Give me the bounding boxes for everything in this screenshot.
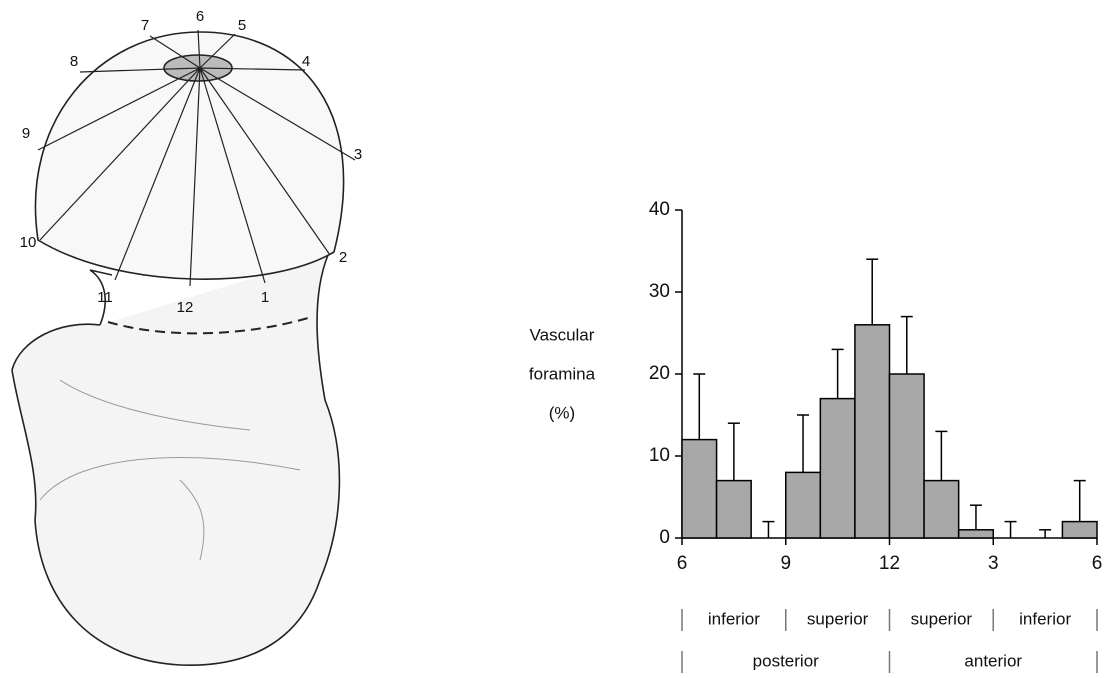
y-tick-label: 20: [649, 363, 670, 384]
bar: [717, 481, 752, 538]
side-label: anterior: [964, 651, 1022, 670]
x-tick-label: 9: [780, 553, 791, 574]
bar: [820, 399, 855, 538]
clock-label: 7: [141, 17, 149, 34]
bar: [855, 325, 890, 538]
clock-label: 4: [302, 53, 310, 70]
y-axis-label: foramina: [529, 364, 596, 383]
x-tick-label: 6: [677, 553, 688, 574]
clock-label: 8: [70, 53, 78, 70]
side-label: posterior: [753, 651, 819, 670]
bar: [1062, 522, 1097, 538]
chart: 0 10 20 30 40 6 9 12 3 6 Vascular foramina (%) inferi…: [529, 199, 1102, 673]
bar: [924, 481, 959, 538]
clock-label: 3: [354, 146, 362, 163]
clock-label: 10: [20, 234, 37, 251]
bar: [959, 530, 994, 538]
bar: [682, 440, 717, 538]
region-label: inferior: [1019, 609, 1071, 628]
y-tick-label: 40: [649, 199, 670, 220]
region-label: superior: [807, 609, 869, 628]
y-tick-label: 10: [649, 445, 670, 466]
clock-label: 1: [261, 289, 269, 306]
bar: [786, 472, 821, 538]
bar: [890, 374, 925, 538]
y-tick-label: 0: [659, 527, 670, 548]
clock-label: 2: [339, 249, 347, 266]
y-tick-label: 30: [649, 281, 670, 302]
region-label: inferior: [708, 609, 760, 628]
x-tick-label: 6: [1092, 553, 1103, 574]
clock-label: 6: [196, 8, 204, 25]
y-axis-label: Vascular: [530, 325, 595, 344]
clock-label: 12: [177, 299, 194, 316]
region-label: superior: [911, 609, 973, 628]
figure: 123456789101112 010203040691236Vascularf…: [0, 0, 1108, 678]
clock-label: 11: [97, 289, 113, 306]
clock-label: 9: [22, 125, 30, 142]
y-axis-label: (%): [549, 403, 575, 422]
page: 123456789101112 010203040691236Vascularf…: [0, 0, 1108, 678]
x-tick-label: 12: [879, 553, 900, 574]
x-tick-label: 3: [988, 553, 999, 574]
clock-label: 5: [238, 17, 246, 34]
bone-outline: [12, 255, 339, 665]
